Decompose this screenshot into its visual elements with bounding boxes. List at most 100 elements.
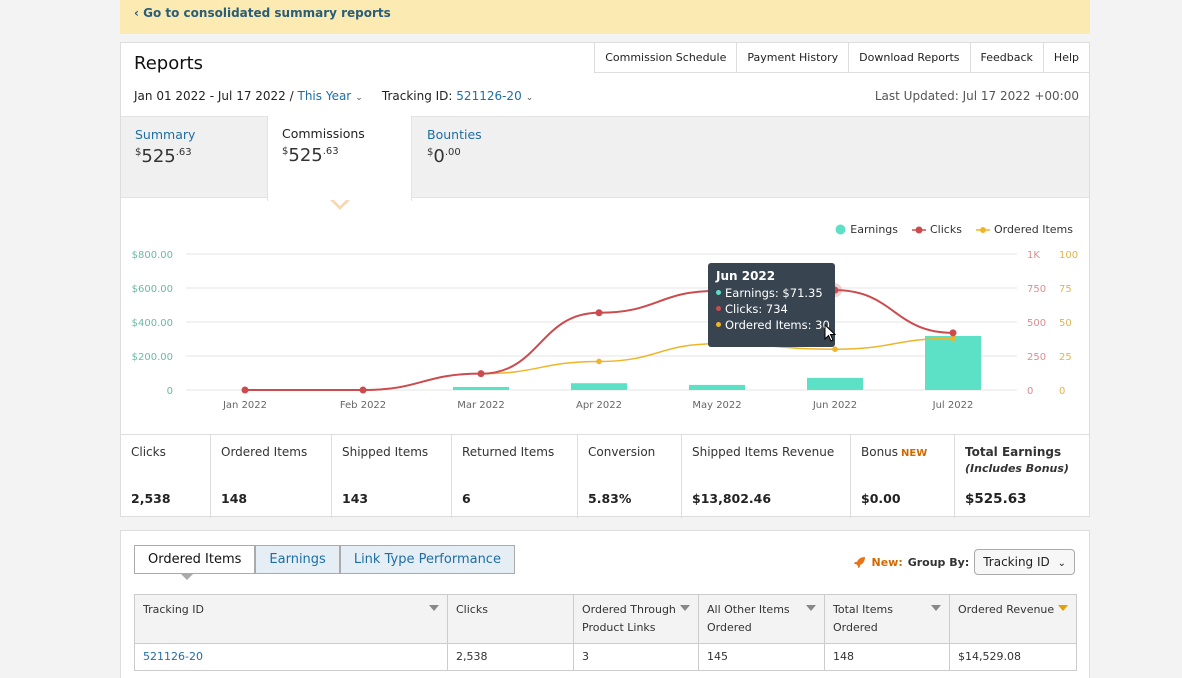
y-tick-clicks: 750 xyxy=(1027,284,1046,295)
stat-ordered-items: Ordered Items 148 xyxy=(211,435,332,518)
mouse-cursor-icon xyxy=(824,324,836,342)
new-label: New: xyxy=(871,555,903,569)
col-product-links[interactable]: Ordered Through Product Links xyxy=(573,594,699,644)
stat-conversion: Conversion 5.83% xyxy=(578,435,682,518)
payment-history-button[interactable]: Payment History xyxy=(737,42,850,73)
tab-summary-label: Summary xyxy=(135,127,196,142)
stat-value: $13,802.46 xyxy=(692,491,772,506)
consolidated-reports-link[interactable]: ‹ Go to consolidated summary reports xyxy=(134,6,391,20)
date-range: Jan 01 2022 - Jul 17 2022 / xyxy=(134,89,294,103)
tab-earnings[interactable]: Earnings xyxy=(255,545,340,574)
period-dropdown[interactable]: This Year xyxy=(297,89,352,103)
chart-tooltip: Jun 2022 Earnings: $71.35 Clicks: 734 Or… xyxy=(708,263,835,347)
feedback-button[interactable]: Feedback xyxy=(970,42,1044,73)
col-tracking-id[interactable]: Tracking ID xyxy=(134,594,448,644)
y-tick-clicks: 250 xyxy=(1027,352,1046,363)
tab-ordered-items[interactable]: Ordered Items xyxy=(134,545,256,574)
stat-sublabel: (Includes Bonus) xyxy=(965,462,1069,475)
earnings-dot-icon xyxy=(835,224,846,235)
stat-value: $525.63 xyxy=(965,491,1027,507)
ordered-items-point xyxy=(950,335,956,342)
cell-other-items: 145 xyxy=(698,643,825,671)
clicks-line-icon xyxy=(912,226,926,233)
sort-arrow-icon[interactable] xyxy=(429,605,439,611)
col-ordered-revenue[interactable]: Ordered Revenue xyxy=(949,594,1077,644)
clicks-point xyxy=(359,386,367,394)
tooltip-ordered: Ordered Items: 30 xyxy=(716,318,830,332)
legend-clicks-label: Clicks xyxy=(930,223,962,236)
earnings-bar xyxy=(571,383,627,390)
tab-summary[interactable]: Summary $525.63 xyxy=(121,117,267,199)
cell-ordered-revenue: $14,529.08 xyxy=(949,643,1077,671)
tab-commissions[interactable]: Commissions $525.63 xyxy=(267,116,412,201)
sort-arrow-icon[interactable] xyxy=(931,605,941,611)
stat-label: Shipped Items Revenue xyxy=(692,445,835,459)
details-panel: Ordered Items Earnings Link Type Perform… xyxy=(120,530,1090,678)
tab-bounties[interactable]: Bounties $0.00 xyxy=(413,117,559,199)
clicks-point xyxy=(477,370,485,378)
y-tick-earnings: $400.00 xyxy=(132,318,173,329)
summary-banner: ‹ Go to consolidated summary reports xyxy=(120,0,1090,34)
chevron-down-icon: ⌄ xyxy=(1057,558,1066,569)
x-tick-label: Jun 2022 xyxy=(812,400,857,411)
tracking-id-dropdown[interactable]: 521126-20 xyxy=(456,89,522,103)
stat-bonus: Bonus NEW $0.00 xyxy=(851,435,955,518)
tab-summary-value: $525.63 xyxy=(135,146,192,167)
group-by-control: New: Group By: Tracking ID ⌄ xyxy=(853,549,1075,575)
col-clicks[interactable]: Clicks xyxy=(447,594,574,644)
cell-tracking-id[interactable]: 521126-20 xyxy=(134,643,448,671)
col-total-items[interactable]: Total Items Ordered xyxy=(824,594,950,644)
stat-shipped-items: Shipped Items 143 xyxy=(332,435,452,518)
cell-product-links: 3 xyxy=(573,643,699,671)
legend-ordered-items[interactable]: Ordered Items xyxy=(975,223,1073,236)
tracking-label: Tracking ID: xyxy=(381,89,453,103)
y-tick-items: 25 xyxy=(1059,352,1072,363)
ordered-items-point xyxy=(596,358,602,365)
y-tick-items: 0 xyxy=(1059,386,1065,397)
stat-label: Shipped Items xyxy=(342,445,429,459)
earnings-bar xyxy=(925,335,981,390)
stat-value: 143 xyxy=(342,491,369,506)
tab-commissions-label: Commissions xyxy=(282,126,365,141)
commission-schedule-button[interactable]: Commission Schedule xyxy=(594,42,738,73)
download-reports-button[interactable]: Download Reports xyxy=(849,42,971,73)
y-tick-earnings: $800.00 xyxy=(132,250,173,261)
help-button[interactable]: Help xyxy=(1043,42,1090,73)
tab-link-type-performance[interactable]: Link Type Performance xyxy=(339,545,515,574)
legend-earnings-label: Earnings xyxy=(850,223,898,236)
y-tick-items: 50 xyxy=(1059,318,1072,329)
group-by-select[interactable]: Tracking ID ⌄ xyxy=(974,549,1075,575)
stat-value: 148 xyxy=(221,491,248,506)
x-tick-label: Jan 2022 xyxy=(222,400,267,411)
clicks-point xyxy=(949,329,957,337)
stat-label: Clicks xyxy=(131,445,166,459)
sort-arrow-icon[interactable] xyxy=(680,605,690,611)
legend-ordered-items-label: Ordered Items xyxy=(993,223,1073,236)
chevron-down-icon[interactable]: ⌄ xyxy=(525,93,534,103)
legend-earnings[interactable]: Earnings xyxy=(835,223,898,236)
y-tick-earnings: $600.00 xyxy=(132,284,173,295)
rocket-icon xyxy=(854,556,866,568)
active-tab-pointer-inner xyxy=(332,198,348,206)
stat-value: $0.00 xyxy=(861,491,901,506)
clicks-point xyxy=(241,386,249,394)
table-row: 521126-20 2,538 3 145 148 $14,529.08 xyxy=(134,643,1077,671)
legend-clicks[interactable]: Clicks xyxy=(912,223,962,236)
cell-clicks: 2,538 xyxy=(447,643,574,671)
tracking-table: Tracking ID Clicks Ordered Through Produ… xyxy=(134,594,1077,671)
col-other-items[interactable]: All Other Items Ordered xyxy=(698,594,825,644)
stat-total-earnings: Total Earnings (Includes Bonus) $525.63 xyxy=(955,435,1089,518)
summary-tabs: Summary $525.63 Commissions $525.63 Boun… xyxy=(121,116,1089,201)
y-tick-earnings: $200.00 xyxy=(132,352,173,363)
earnings-bar xyxy=(689,384,745,390)
chart-plot: $800.00 1K 100 $600.00 750 75 $400.00 500 50 $200… xyxy=(132,250,1078,411)
earnings-bar xyxy=(807,377,863,390)
stat-label: Returned Items xyxy=(462,445,555,459)
ordered-items-line-icon xyxy=(975,226,990,233)
sort-arrow-icon[interactable] xyxy=(806,605,816,611)
new-badge: NEW xyxy=(901,448,928,459)
stat-label: Conversion xyxy=(588,445,656,459)
sort-arrow-icon[interactable] xyxy=(1058,605,1068,611)
tooltip-title: Jun 2022 xyxy=(716,269,776,283)
chevron-down-icon[interactable]: ⌄ xyxy=(355,93,363,103)
